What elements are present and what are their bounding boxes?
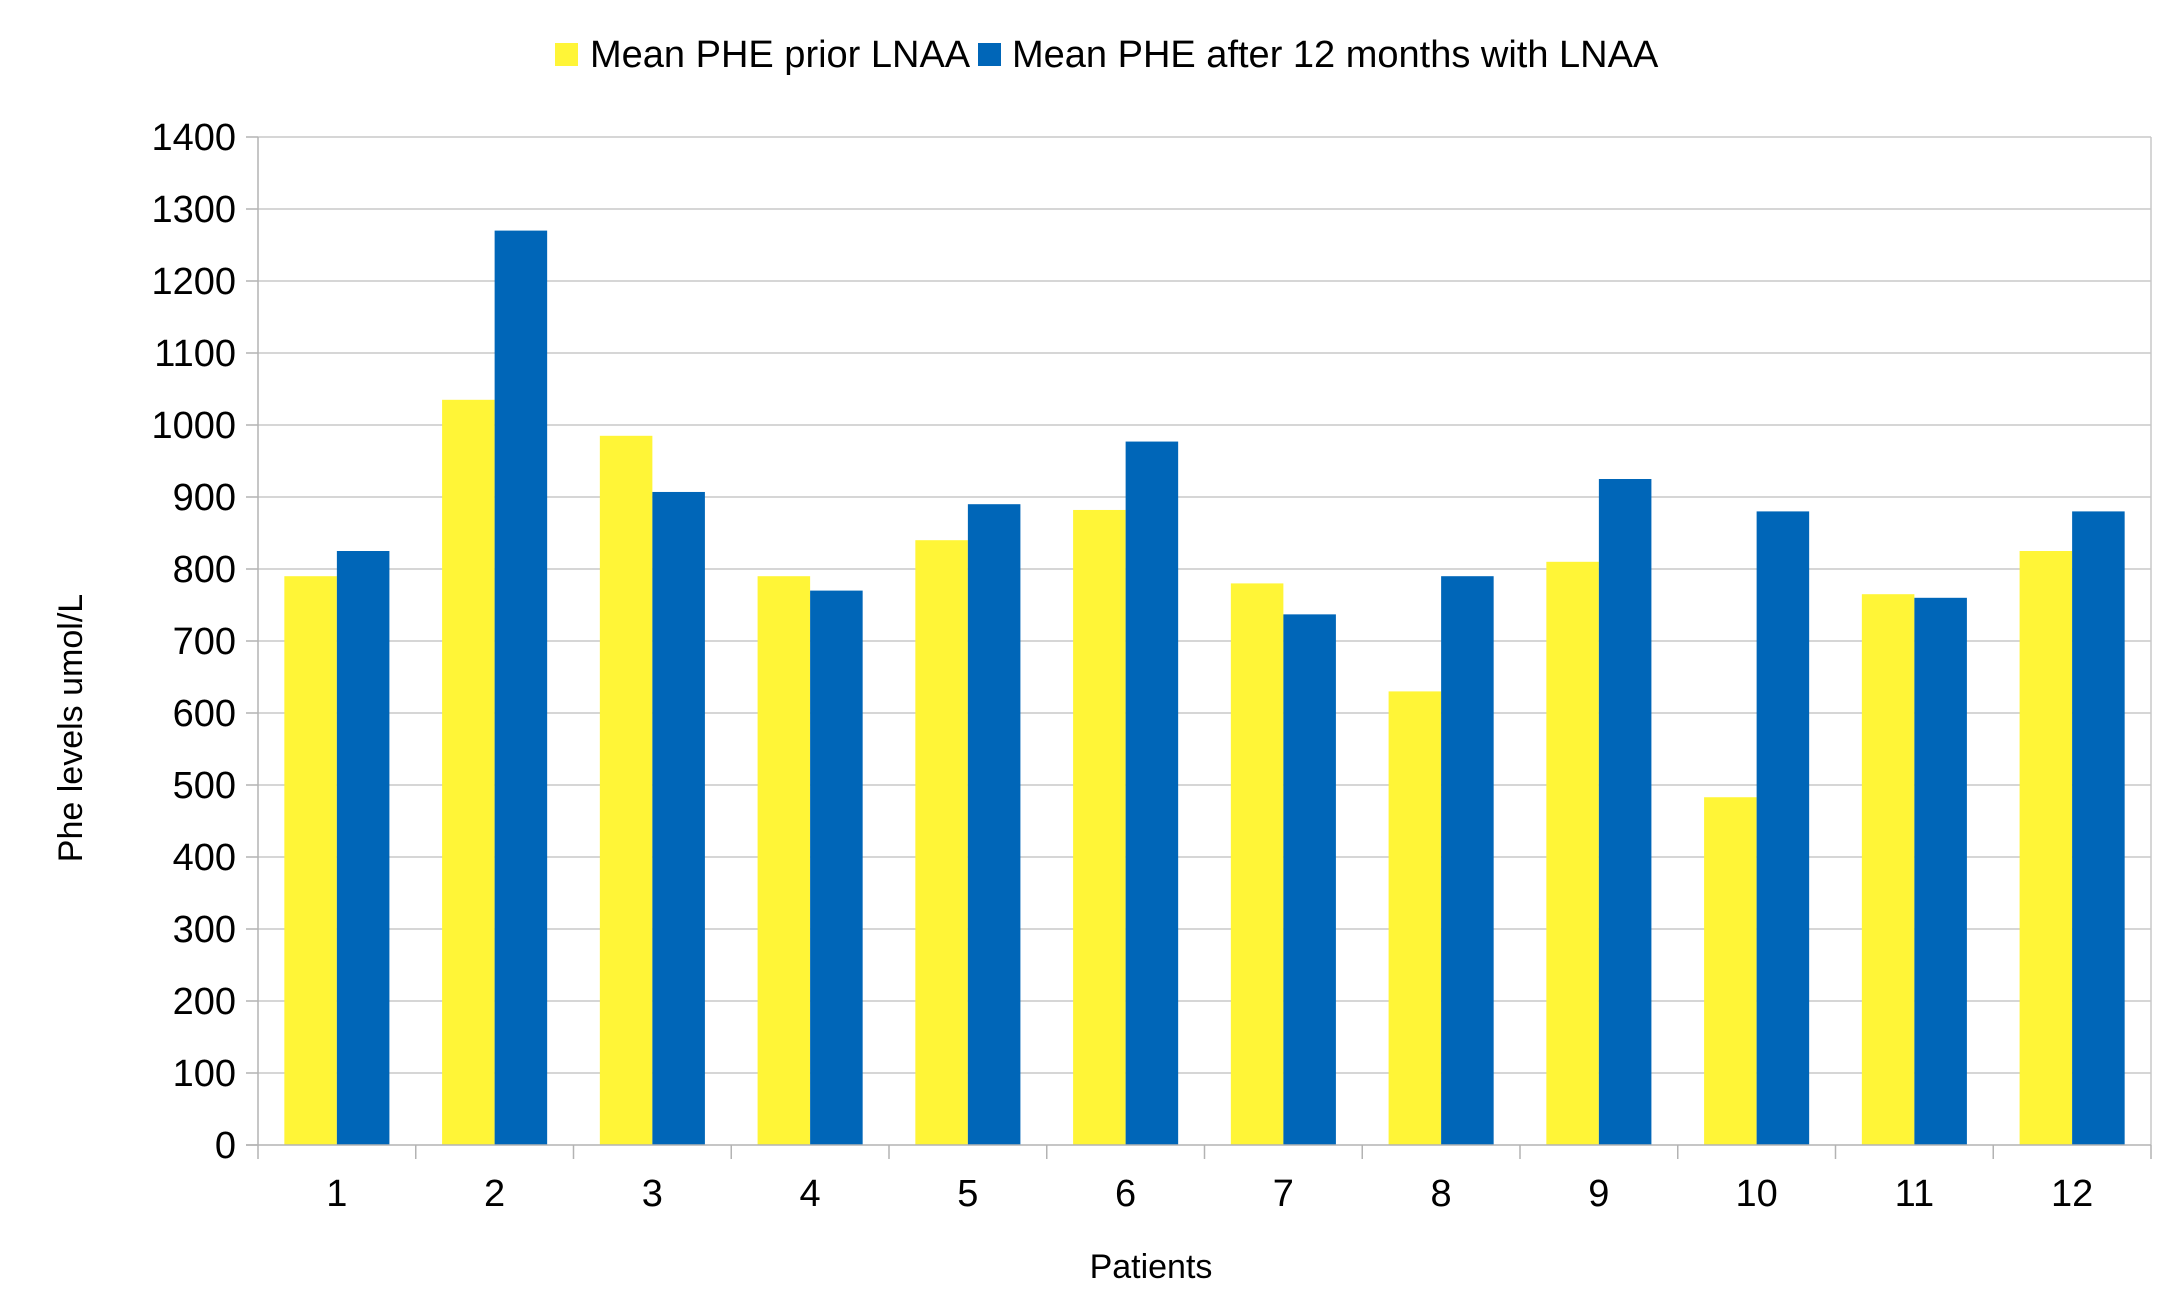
bar xyxy=(336,551,390,1145)
gridlines xyxy=(258,136,2152,1145)
y-axis-title: Phe levels umol/L xyxy=(52,594,90,862)
bar xyxy=(1441,576,1494,1145)
x-tick-label: 10 xyxy=(1735,1173,1777,1215)
x-tick-label: 8 xyxy=(1431,1173,1452,1215)
bar xyxy=(967,504,1021,1145)
y-tick-label: 300 xyxy=(173,909,236,951)
bar xyxy=(810,590,863,1145)
bar xyxy=(1073,509,1126,1146)
y-tick-label: 900 xyxy=(173,477,236,519)
bar xyxy=(1756,511,1810,1145)
bar xyxy=(442,399,495,1145)
bar xyxy=(494,230,548,1146)
y-tick-label: 700 xyxy=(173,621,236,663)
bar xyxy=(2019,551,2073,1145)
bars xyxy=(284,230,2125,1146)
bar xyxy=(284,576,337,1145)
legend-label: Mean PHE after 12 months with LNAA xyxy=(1012,34,1659,76)
x-tick-label: 1 xyxy=(326,1173,347,1215)
legend-label: Mean PHE prior LNAA xyxy=(590,34,971,76)
y-tick-label: 1000 xyxy=(151,405,236,447)
bar xyxy=(1125,441,1179,1145)
y-tick-label: 100 xyxy=(173,1053,236,1095)
x-tick-label: 2 xyxy=(484,1173,505,1215)
y-tick-label: 800 xyxy=(173,549,236,591)
bar xyxy=(1704,797,1757,1145)
legend: Mean PHE prior LNAA Mean PHE after 12 mon… xyxy=(555,34,1659,76)
y-tick-label: 1300 xyxy=(151,189,236,231)
x-tick-label: 11 xyxy=(1895,1173,1934,1215)
bar xyxy=(915,540,968,1145)
y-tick-label: 200 xyxy=(173,981,236,1023)
x-tick-label: 5 xyxy=(957,1173,978,1215)
bar xyxy=(652,491,705,1146)
x-tick-label: 12 xyxy=(2051,1173,2093,1215)
legend-swatch xyxy=(555,43,578,66)
axes: 0 100 200 300 400 500 600 700 800 900 1000 1100 1200… xyxy=(151,117,2152,1215)
bar xyxy=(599,435,653,1145)
x-tick-label: 6 xyxy=(1115,1173,1136,1215)
legend-swatch xyxy=(978,43,1001,66)
y-tick-label: 0 xyxy=(215,1125,236,1167)
x-tick-label: 3 xyxy=(642,1173,663,1215)
x-tick-label: 4 xyxy=(800,1173,821,1215)
bar xyxy=(1861,594,1915,1145)
bar xyxy=(1230,583,1284,1145)
bar xyxy=(757,576,811,1145)
y-tick-label: 600 xyxy=(173,693,236,735)
y-tick-label: 400 xyxy=(173,837,236,879)
bar xyxy=(1598,479,1652,1145)
bar xyxy=(1546,561,1599,1145)
bar xyxy=(1914,597,1967,1145)
x-tick-label: 9 xyxy=(1588,1173,1609,1215)
x-axis-title: Patients xyxy=(1090,1248,1213,1286)
bar xyxy=(1283,614,1336,1145)
y-tick-label: 500 xyxy=(173,765,236,807)
y-tick-label: 1100 xyxy=(154,333,236,375)
bar xyxy=(2072,511,2125,1145)
bar xyxy=(1388,691,1442,1145)
x-tick-label: 7 xyxy=(1273,1173,1294,1215)
y-tick-label: 1200 xyxy=(151,261,236,303)
y-tick-label: 1400 xyxy=(151,117,236,159)
